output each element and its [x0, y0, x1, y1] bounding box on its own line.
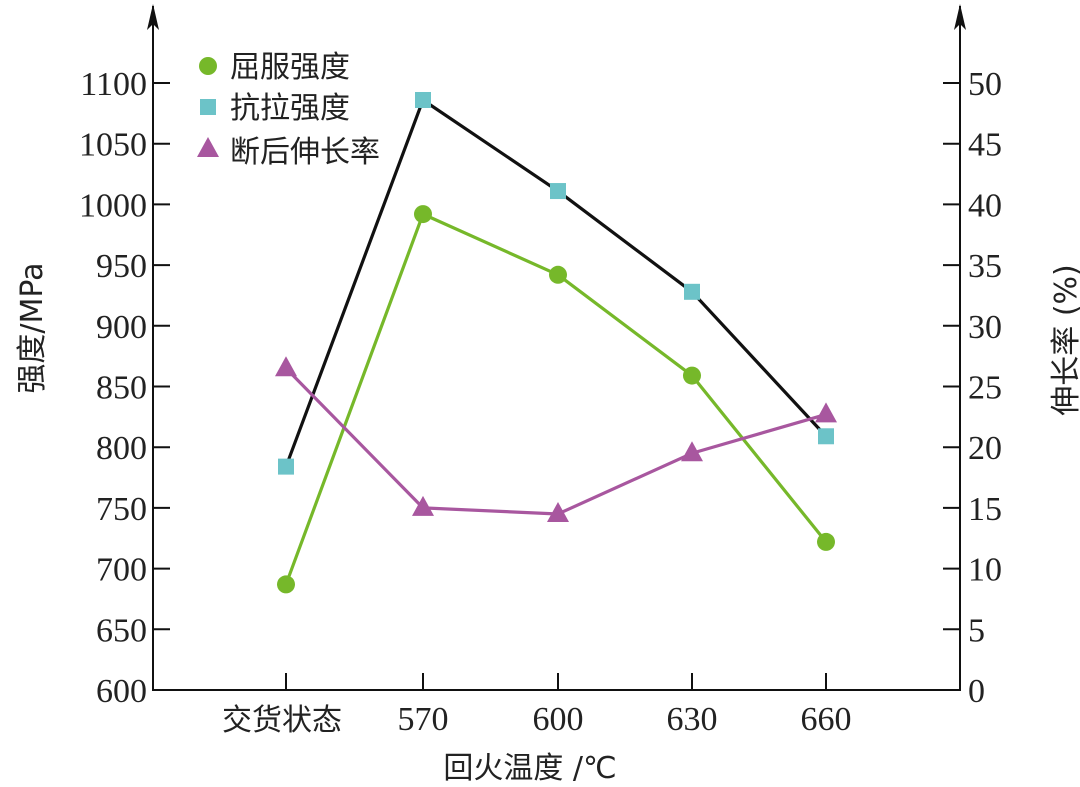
triangle-marker-icon	[815, 402, 837, 423]
right-tick-label: 35	[968, 248, 1002, 285]
right-tick-label: 15	[968, 491, 1002, 528]
circle-marker-icon	[199, 57, 217, 75]
circle-marker-icon	[414, 205, 432, 224]
legend-label: 断后伸长率	[230, 135, 380, 170]
legend-label: 屈服强度	[230, 50, 350, 85]
right-axis-ticks: 0 5 10 15 20 25 30 35 40 45 50	[943, 66, 1002, 710]
left-tick-label: 750	[96, 491, 147, 528]
left-tick-label: 900	[96, 309, 147, 346]
left-axis-arrow-icon	[147, 4, 159, 30]
y-left-axis-title: 强度/MPa	[15, 262, 50, 393]
square-marker-icon	[415, 91, 431, 108]
series-square	[278, 91, 834, 475]
left-tick-label: 950	[96, 248, 147, 285]
square-marker-icon	[818, 428, 834, 445]
x-axis-title: 回火温度 /℃	[443, 751, 616, 786]
x-tick-label: 交货状态	[222, 703, 342, 738]
legend: 屈服强度 抗拉强度 断后伸长率	[197, 50, 380, 170]
circle-marker-icon	[277, 575, 295, 594]
left-tick-label: 850	[96, 370, 147, 407]
square-marker-icon	[200, 99, 216, 115]
x-tick-label: 660	[801, 701, 852, 738]
legend-item-tensile: 抗拉强度	[200, 91, 350, 126]
x-tick-label: 600	[533, 701, 584, 738]
x-axis-ticks: 交货状态 570 600 630 660	[222, 673, 852, 738]
left-tick-label: 600	[96, 673, 147, 710]
right-tick-label: 50	[968, 66, 1002, 103]
left-tick-label: 1100	[80, 66, 147, 103]
triangle-marker-icon	[275, 356, 297, 377]
left-axis-ticks: 600 650 700 750 800 850 900 950 1000 1050 1100	[79, 66, 170, 710]
right-tick-label: 30	[968, 309, 1002, 346]
triangle-marker-icon	[681, 441, 703, 462]
right-tick-label: 45	[968, 127, 1002, 164]
series-triangle	[275, 356, 837, 522]
circle-marker-icon	[817, 532, 835, 551]
left-tick-label: 1000	[79, 187, 147, 224]
series-circle	[277, 205, 835, 594]
circle-marker-icon	[549, 265, 567, 284]
series-layer	[275, 91, 837, 594]
triangle-marker-icon	[412, 495, 434, 516]
left-tick-label: 800	[96, 430, 147, 467]
right-tick-label: 5	[968, 612, 985, 649]
legend-item-yield: 屈服强度	[199, 50, 350, 85]
left-tick-label: 700	[96, 552, 147, 589]
square-marker-icon	[684, 283, 700, 300]
square-marker-icon	[550, 183, 566, 200]
right-tick-label: 40	[968, 187, 1002, 224]
legend-label: 抗拉强度	[230, 91, 350, 126]
right-tick-label: 10	[968, 552, 1002, 589]
right-tick-label: 25	[968, 370, 1002, 407]
right-tick-label: 0	[968, 673, 985, 710]
triangle-marker-icon	[197, 137, 219, 157]
legend-item-elongation: 断后伸长率	[197, 135, 380, 170]
y-right-axis-title: 伸长率 (%)	[1049, 264, 1080, 415]
triangle-marker-icon	[547, 501, 569, 522]
x-tick-label: 570	[398, 701, 449, 738]
left-tick-label: 1050	[79, 127, 147, 164]
square-marker-icon	[278, 458, 294, 475]
right-axis-arrow-icon	[954, 4, 966, 30]
circle-marker-icon	[683, 366, 701, 385]
left-tick-label: 650	[96, 612, 147, 649]
x-tick-label: 630	[667, 701, 718, 738]
right-tick-label: 20	[968, 430, 1002, 467]
